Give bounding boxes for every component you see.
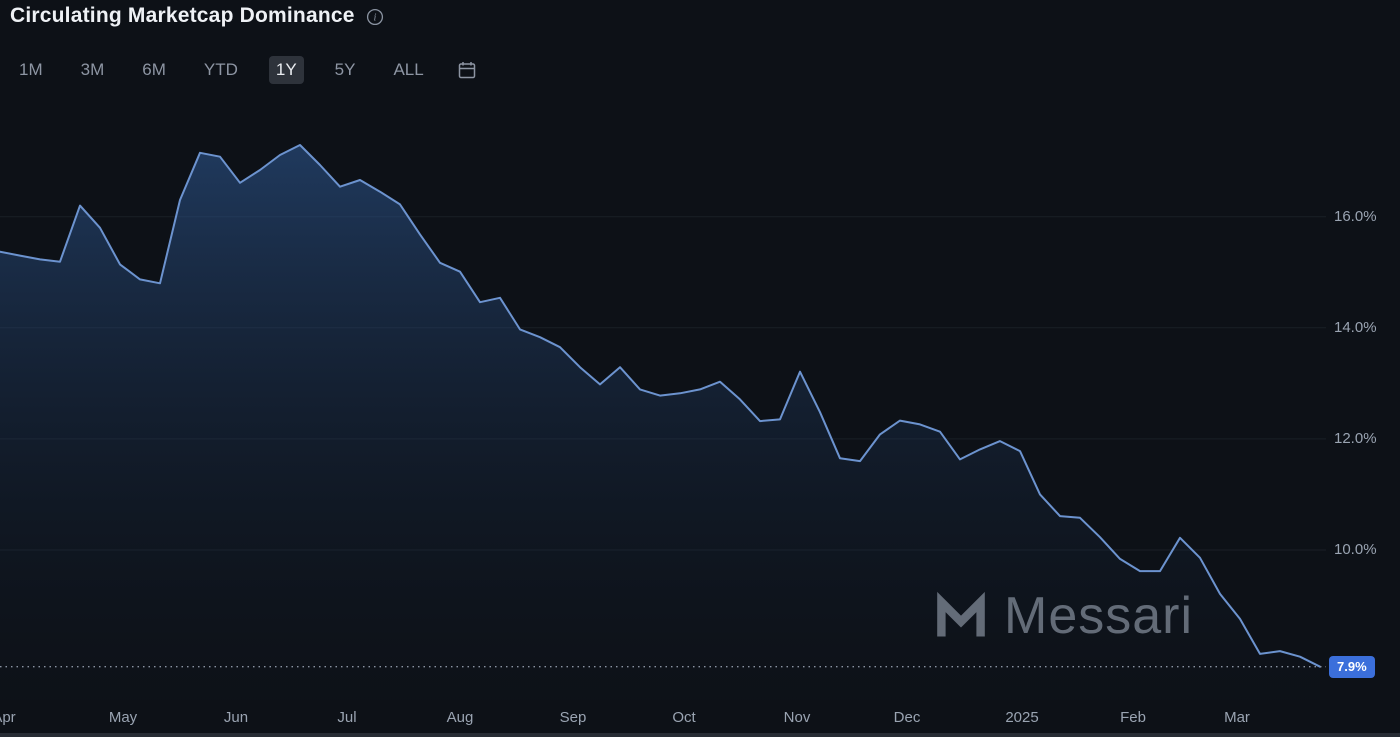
x-axis-label: Dec [893, 709, 921, 726]
info-icon[interactable]: i [366, 8, 384, 26]
svg-text:i: i [373, 13, 376, 24]
calendar-button[interactable] [455, 58, 479, 82]
y-axis-label: 12.0% [1334, 429, 1377, 447]
x-axis-label: 2025 [1005, 709, 1039, 726]
range-button-ytd[interactable]: YTD [197, 56, 245, 84]
current-value-badge: 7.9% [1329, 655, 1375, 678]
x-axis: Apr May Jun Jul Aug Sep Oct Nov Dec 2025 Feb Mar [0, 709, 1400, 731]
y-axis-label: 14.0% [1334, 318, 1377, 336]
x-axis-label: Jun [223, 709, 249, 726]
horizontal-scrollbar[interactable] [0, 733, 1400, 737]
page-title: Circulating Marketcap Dominance [10, 4, 355, 27]
x-axis-label: Oct [672, 709, 696, 726]
range-button-1m[interactable]: 1M [12, 56, 50, 84]
line-series [0, 144, 1321, 668]
x-axis-label: May [108, 709, 138, 726]
range-button-3m[interactable]: 3M [74, 56, 112, 84]
x-axis-label: Mar [1224, 709, 1250, 726]
x-axis-label: Jul [337, 709, 357, 726]
x-axis-label: Sep [559, 709, 587, 726]
chart-svg[interactable] [0, 100, 1326, 700]
x-axis-label: Aug [446, 709, 474, 726]
range-button-6m[interactable]: 6M [135, 56, 173, 84]
x-axis-label: Apr [0, 709, 16, 726]
area-series [0, 145, 1320, 700]
calendar-icon [458, 62, 475, 79]
x-axis-label: Nov [783, 709, 811, 726]
range-button-5y[interactable]: 5Y [328, 56, 363, 84]
y-axis-label: 10.0% [1334, 541, 1377, 558]
range-selector: 1M 3M 6M YTD 1Y 5Y ALL [12, 56, 479, 85]
chart-header: Circulating Marketcap Dominance i [10, 4, 384, 28]
range-button-1y[interactable]: 1Y [268, 56, 304, 85]
y-axis-label: 16.0% [1334, 207, 1377, 225]
range-button-all[interactable]: ALL [386, 56, 430, 84]
x-axis-label: Feb [1120, 709, 1146, 726]
